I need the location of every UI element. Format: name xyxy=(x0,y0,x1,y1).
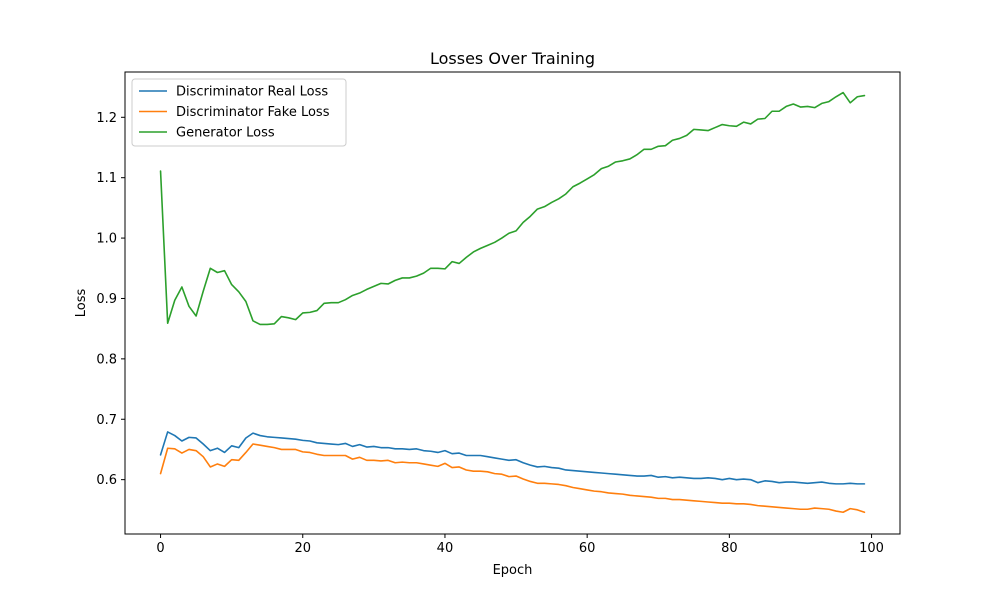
y-tick-label: 0.6 xyxy=(96,473,117,488)
legend-label: Discriminator Real Loss xyxy=(176,85,328,100)
x-axis-label: Epoch xyxy=(493,563,533,578)
legend: Discriminator Real Loss Discriminator Fak… xyxy=(131,78,347,147)
legend-box xyxy=(131,78,347,147)
x-tick-label: 100 xyxy=(859,541,884,556)
y-tick-label: 0.8 xyxy=(96,352,117,367)
series-line-1 xyxy=(159,431,866,485)
series-line-2 xyxy=(159,443,866,514)
y-tick-label: 0.7 xyxy=(96,413,117,428)
legend-label: Generator Loss xyxy=(176,126,275,141)
y-tick-label: 1.2 xyxy=(96,111,117,126)
x-tick-label: 60 xyxy=(579,541,596,556)
y-tick-label: 1.1 xyxy=(96,171,117,186)
y-axis: 0.6 0.7 0.8 0.9 1.0 1.1 1.2 xyxy=(96,111,125,488)
chart-title: Losses Over Training xyxy=(430,49,595,68)
series-layer xyxy=(159,91,866,514)
y-tick-label: 0.9 xyxy=(96,292,117,307)
y-axis-label: Loss xyxy=(74,289,89,318)
plot-frame xyxy=(124,71,901,535)
x-tick-label: 80 xyxy=(721,541,738,556)
y-tick-label: 1.0 xyxy=(96,232,117,247)
x-axis: 0 20 40 60 80 100 xyxy=(156,534,884,556)
legend-label: Discriminator Fake Loss xyxy=(176,105,330,120)
series-line-3 xyxy=(159,91,866,326)
x-tick-label: 0 xyxy=(156,541,164,556)
x-tick-label: 20 xyxy=(294,541,311,556)
x-tick-label: 40 xyxy=(437,541,454,556)
